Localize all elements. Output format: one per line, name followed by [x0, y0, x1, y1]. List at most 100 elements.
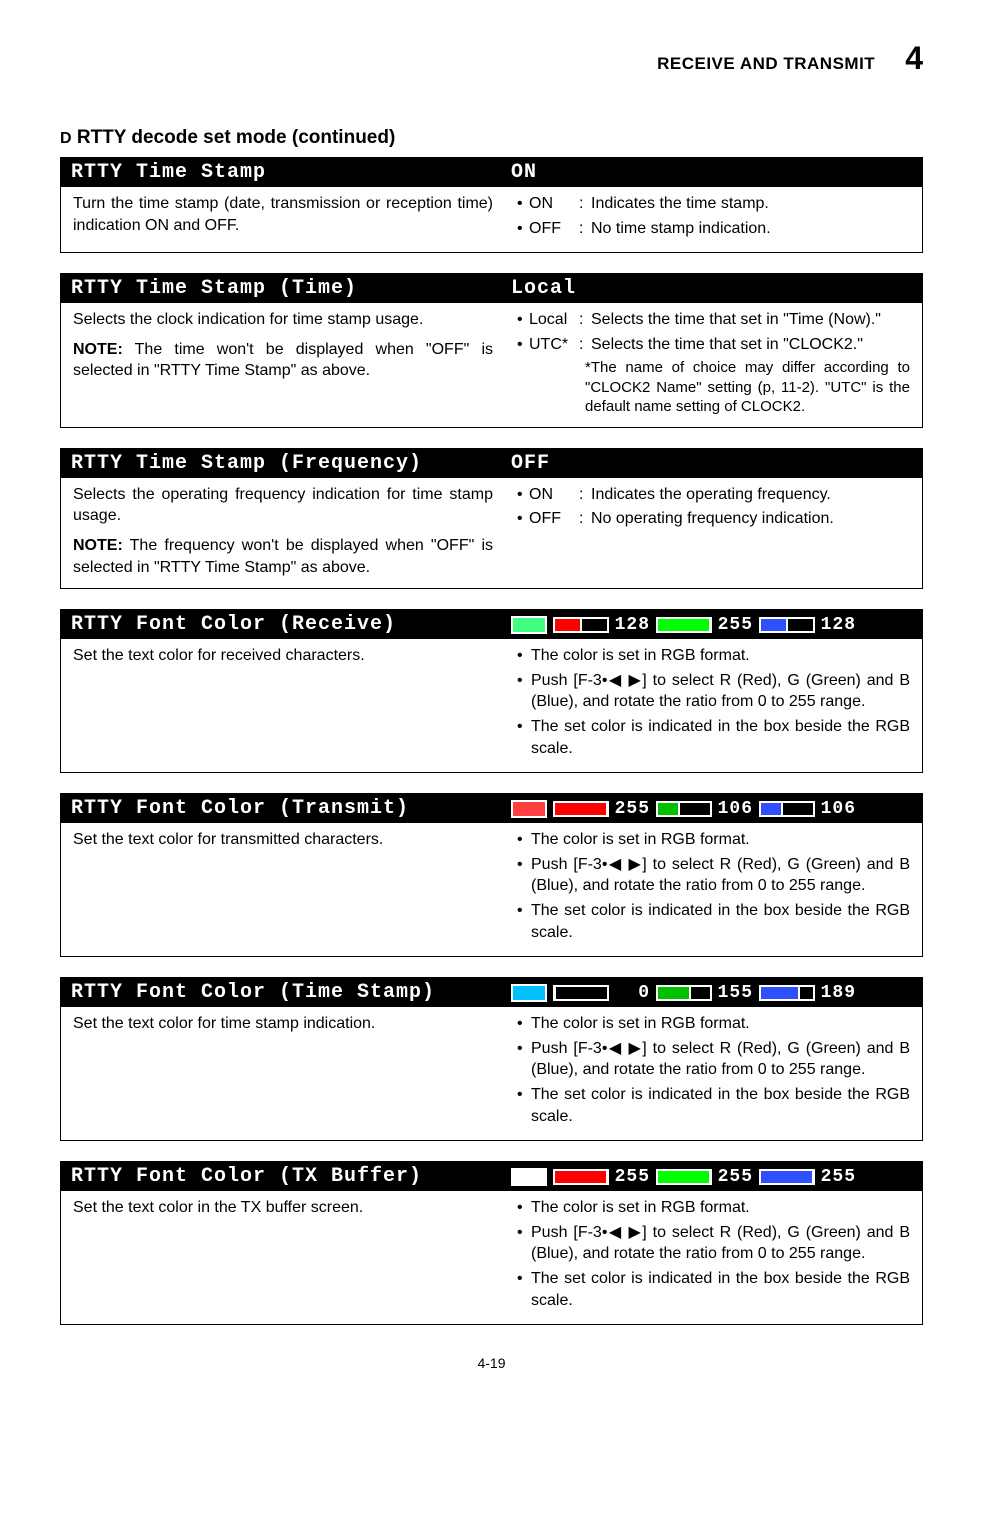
setting-body-right: • ON : Indicates the operating frequency…: [517, 484, 910, 578]
setting-bar-value: Local: [511, 277, 576, 300]
info-bullet: • Push [F-3•◀ ▶] to select R (Red), G (G…: [517, 1222, 910, 1265]
setting-section: RTTY Time Stamp (Frequency) OFF Selects …: [60, 448, 923, 589]
color-swatch: [511, 984, 547, 1002]
rgb-setting-group: 255 255 255: [511, 1167, 856, 1187]
rgb-r-value: 128: [612, 615, 650, 635]
setting-bar-title: RTTY Font Color (TX Buffer): [71, 1165, 511, 1188]
rgb-slider: [759, 1169, 815, 1185]
setting-body: Set the text color for time stamp indica…: [61, 1007, 922, 1140]
bullet-icon: •: [517, 645, 531, 667]
setting-bar-value: ON: [511, 161, 537, 184]
setting-body: Selects the clock indication for time st…: [61, 303, 922, 427]
info-bullet: • The set color is indicated in the box …: [517, 900, 910, 943]
info-bullet: • Push [F-3•◀ ▶] to select R (Red), G (G…: [517, 1038, 910, 1081]
setting-bar: RTTY Font Color (Receive) 128 255 128: [61, 610, 922, 639]
setting-body-left: Selects the clock indication for time st…: [73, 309, 493, 417]
rgb-r-value: 0: [612, 983, 650, 1003]
info-text: The set color is indicated in the box be…: [531, 1268, 910, 1311]
rgb-setting-group: 0 155 189: [511, 983, 856, 1003]
option-value: Indicates the operating frequency.: [591, 484, 910, 506]
rgb-slider: [553, 1169, 609, 1185]
rgb-setting-group: 255 106 106: [511, 799, 856, 819]
bullet-icon: •: [517, 1197, 531, 1219]
setting-body-left: Set the text color for received characte…: [73, 645, 493, 762]
bullet-icon: •: [517, 1038, 531, 1081]
setting-section: RTTY Time Stamp (Time) Local Selects the…: [60, 273, 923, 428]
color-swatch: [511, 1168, 547, 1186]
rgb-g-value: 255: [715, 1167, 753, 1187]
setting-body-right: • Local : Selects the time that set in "…: [517, 309, 910, 417]
setting-description: Set the text color for transmitted chara…: [73, 829, 493, 851]
setting-body-left: Set the text color in the TX buffer scre…: [73, 1197, 493, 1314]
setting-body-left: Turn the time stamp (date, transmission …: [73, 193, 493, 242]
rgb-slider: [656, 985, 712, 1001]
setting-bar-title: RTTY Time Stamp (Frequency): [71, 452, 511, 475]
bullet-icon: •: [517, 900, 531, 943]
option-row: • OFF : No operating frequency indicatio…: [517, 508, 910, 530]
info-bullet: • Push [F-3•◀ ▶] to select R (Red), G (G…: [517, 854, 910, 897]
info-bullet: • The set color is indicated in the box …: [517, 1084, 910, 1127]
rgb-b-value: 189: [818, 983, 856, 1003]
header-section-title: RECEIVE AND TRANSMIT: [657, 54, 875, 74]
info-text: Push [F-3•◀ ▶] to select R (Red), G (Gre…: [531, 670, 910, 713]
option-row: • UTC* : Selects the time that set in "C…: [517, 334, 910, 356]
rgb-b-value: 128: [818, 615, 856, 635]
info-bullet: • Push [F-3•◀ ▶] to select R (Red), G (G…: [517, 670, 910, 713]
bullet-icon: •: [517, 193, 529, 215]
setting-section: RTTY Font Color (Transmit) 255 106 106 S…: [60, 793, 923, 957]
bullet-icon: •: [517, 1268, 531, 1311]
option-key: OFF: [529, 508, 579, 530]
setting-note: NOTE: The frequency won't be displayed w…: [73, 535, 493, 578]
setting-bar: RTTY Font Color (TX Buffer) 255 255 255: [61, 1162, 922, 1191]
setting-body: Turn the time stamp (date, transmission …: [61, 187, 922, 252]
info-text: The color is set in RGB format.: [531, 829, 910, 851]
info-bullet: • The color is set in RGB format.: [517, 645, 910, 667]
info-bullet: • The set color is indicated in the box …: [517, 716, 910, 759]
setting-description: Set the text color for time stamp indica…: [73, 1013, 493, 1035]
setting-bar-title: RTTY Font Color (Time Stamp): [71, 981, 511, 1004]
page-title-text: RTTY decode set mode (continued): [77, 127, 395, 148]
bullet-icon: •: [517, 1013, 531, 1035]
setting-body-left: Set the text color for time stamp indica…: [73, 1013, 493, 1130]
info-bullet: • The set color is indicated in the box …: [517, 1268, 910, 1311]
note-label: NOTE:: [73, 341, 123, 358]
setting-body-right: • The color is set in RGB format. • Push…: [517, 1013, 910, 1130]
setting-body-left: Set the text color for transmitted chara…: [73, 829, 493, 946]
setting-body: Set the text color in the TX buffer scre…: [61, 1191, 922, 1324]
info-bullet: • The color is set in RGB format.: [517, 829, 910, 851]
color-swatch: [511, 800, 547, 818]
setting-body-left: Selects the operating frequency indicati…: [73, 484, 493, 578]
setting-body: Set the text color for received characte…: [61, 639, 922, 772]
setting-bar-value: OFF: [511, 452, 550, 475]
option-value: No time stamp indication.: [591, 218, 910, 240]
setting-bar-title: RTTY Font Color (Receive): [71, 613, 511, 636]
bullet-icon: •: [517, 1222, 531, 1265]
setting-body-right: • ON : Indicates the time stamp. • OFF :…: [517, 193, 910, 242]
rgb-slider: [553, 617, 609, 633]
info-bullet: • The color is set in RGB format.: [517, 1013, 910, 1035]
header-chapter-number: 4: [905, 40, 923, 77]
setting-bar: RTTY Time Stamp (Time) Local: [61, 274, 922, 303]
setting-bar-title: RTTY Font Color (Transmit): [71, 797, 511, 820]
rgb-r-value: 255: [612, 1167, 650, 1187]
setting-body: Set the text color for transmitted chara…: [61, 823, 922, 956]
rgb-slider: [759, 801, 815, 817]
bullet-icon: •: [517, 309, 529, 331]
rgb-g-value: 106: [715, 799, 753, 819]
setting-section: RTTY Font Color (Time Stamp) 0 155 189 S…: [60, 977, 923, 1141]
info-text: The color is set in RGB format.: [531, 1013, 910, 1035]
bullet-icon: •: [517, 854, 531, 897]
rgb-slider: [553, 985, 609, 1001]
option-value: Indicates the time stamp.: [591, 193, 910, 215]
setting-description: Turn the time stamp (date, transmission …: [73, 193, 493, 236]
setting-description: Set the text color in the TX buffer scre…: [73, 1197, 493, 1219]
option-key: UTC*: [529, 334, 579, 356]
bullet-icon: •: [517, 508, 529, 530]
setting-body: Selects the operating frequency indicati…: [61, 478, 922, 588]
option-key: ON: [529, 484, 579, 506]
rgb-r-value: 255: [612, 799, 650, 819]
setting-bar: RTTY Time Stamp ON: [61, 158, 922, 187]
setting-section: RTTY Time Stamp ON Turn the time stamp (…: [60, 157, 923, 253]
rgb-slider: [553, 801, 609, 817]
bullet-icon: •: [517, 1084, 531, 1127]
